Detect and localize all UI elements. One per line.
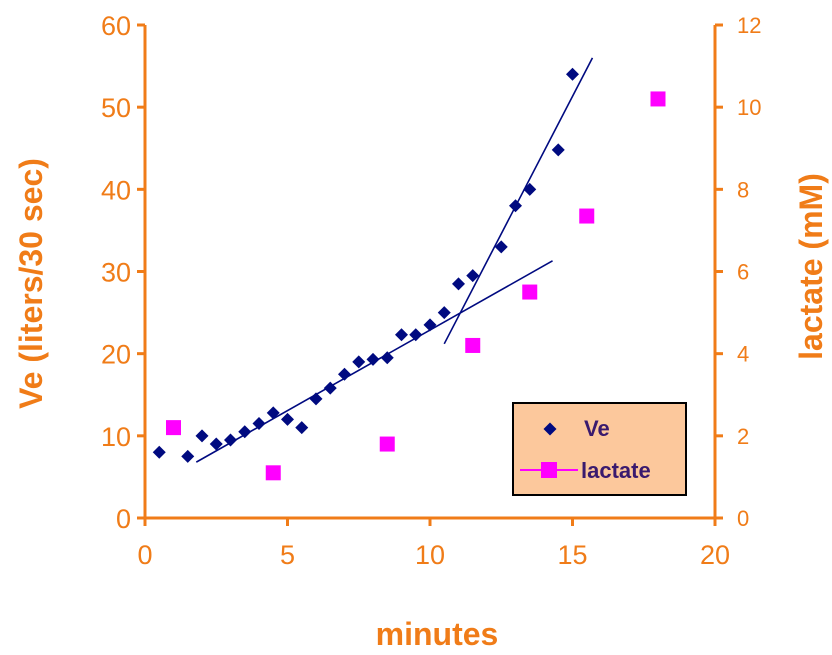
y-right-tick-label: 10 bbox=[737, 95, 761, 120]
legend-lactate-marker bbox=[541, 462, 557, 478]
y-right-tick-label: 8 bbox=[737, 177, 749, 202]
x-tick-label: 5 bbox=[280, 540, 295, 570]
lactate-point bbox=[265, 465, 281, 481]
y-right-tick-label: 12 bbox=[737, 13, 761, 38]
ve-point bbox=[209, 437, 223, 451]
ve-point bbox=[494, 240, 508, 254]
ve-point bbox=[281, 412, 294, 426]
y-left-tick-label: 40 bbox=[101, 175, 131, 205]
y-left-tick-label: 30 bbox=[101, 258, 131, 288]
x-tick-label: 15 bbox=[557, 540, 587, 570]
x-tick-label: 20 bbox=[700, 540, 730, 570]
x-axis-title: minutes bbox=[376, 616, 499, 652]
x-tick-label: 10 bbox=[415, 540, 445, 570]
trend-lines bbox=[195, 57, 594, 463]
y-axis-right-title: lactate (mM) bbox=[793, 173, 829, 360]
ve-point bbox=[409, 328, 423, 342]
y-right-tick-label: 2 bbox=[737, 424, 749, 449]
trend-line bbox=[443, 57, 594, 345]
data-points bbox=[152, 67, 666, 481]
x-tick-label: 0 bbox=[137, 540, 152, 570]
legend-lactate-label: lactate bbox=[581, 458, 651, 483]
ve-point bbox=[238, 425, 252, 439]
lactate-point bbox=[650, 91, 666, 107]
ve-point bbox=[266, 406, 280, 420]
ve-point bbox=[423, 318, 437, 332]
ve-point bbox=[152, 445, 166, 459]
lactate-point bbox=[522, 284, 538, 300]
y-left-tick-label: 0 bbox=[116, 504, 131, 534]
ve-point bbox=[551, 143, 565, 157]
lactate-point bbox=[379, 436, 395, 452]
y-right-tick-label: 6 bbox=[737, 260, 749, 285]
ve-point bbox=[509, 199, 522, 213]
ve-point bbox=[395, 328, 408, 342]
y-axis-left-title: Ve (liters/30 sec) bbox=[13, 158, 49, 409]
ve-point bbox=[466, 269, 480, 283]
lactate-point bbox=[465, 337, 481, 353]
y-right-tick-label: 0 bbox=[737, 506, 749, 531]
legend-ve-label: Ve bbox=[584, 416, 610, 441]
y-left-tick-label: 20 bbox=[101, 340, 131, 370]
ve-point bbox=[566, 67, 579, 81]
legend-box bbox=[512, 402, 687, 496]
ve-point bbox=[437, 306, 451, 320]
ve-point bbox=[380, 351, 394, 365]
ve-point bbox=[195, 429, 209, 443]
y-left-tick-label: 50 bbox=[101, 93, 131, 123]
ve-point bbox=[224, 433, 237, 447]
ve-point bbox=[295, 421, 309, 435]
ve-point bbox=[366, 352, 380, 366]
axes: 0 5 10 15 20 0 10 20 30 40 50 60 0 2 4 6 8 10 12 minutes Ve … bbox=[13, 11, 829, 652]
lactate-point bbox=[166, 420, 181, 436]
y-left-tick-label: 10 bbox=[101, 422, 131, 452]
y-left-tick-label: 60 bbox=[101, 11, 131, 41]
ve-point bbox=[452, 277, 465, 291]
lactate-point bbox=[579, 208, 595, 224]
legend: Ve lactate bbox=[512, 402, 687, 496]
ve-point bbox=[181, 449, 195, 463]
ve-point bbox=[252, 417, 266, 431]
ve-point bbox=[338, 367, 351, 381]
ve-point bbox=[309, 392, 323, 406]
y-right-tick-label: 4 bbox=[737, 342, 749, 367]
legend-ve-marker bbox=[543, 422, 557, 436]
ve-point bbox=[323, 381, 337, 395]
ve-point bbox=[352, 355, 366, 369]
ve-point bbox=[523, 182, 537, 196]
